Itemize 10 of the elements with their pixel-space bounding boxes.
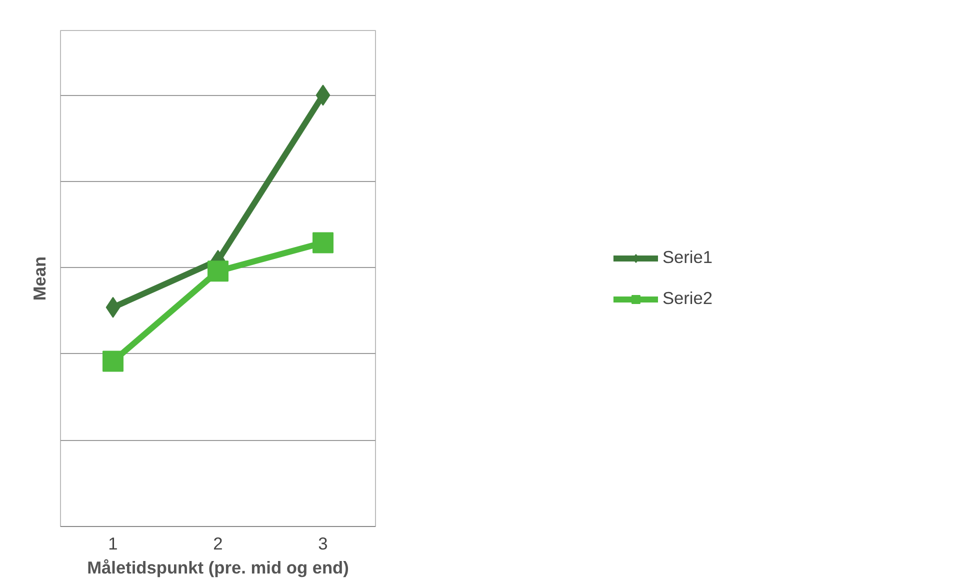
y-axis-title: Mean <box>30 256 50 301</box>
point <box>102 350 124 372</box>
x-axis-title: Måletidspunkt (pre. mid og end) <box>87 558 349 578</box>
x-tick-label: 2 <box>213 534 223 554</box>
x-tick-label: 1 <box>108 534 118 554</box>
point <box>312 232 334 254</box>
x-tick-label: 3 <box>318 534 328 554</box>
point <box>208 260 228 282</box>
legend-label: Serie1 <box>662 247 713 268</box>
legend-label: Serie2 <box>662 288 713 309</box>
